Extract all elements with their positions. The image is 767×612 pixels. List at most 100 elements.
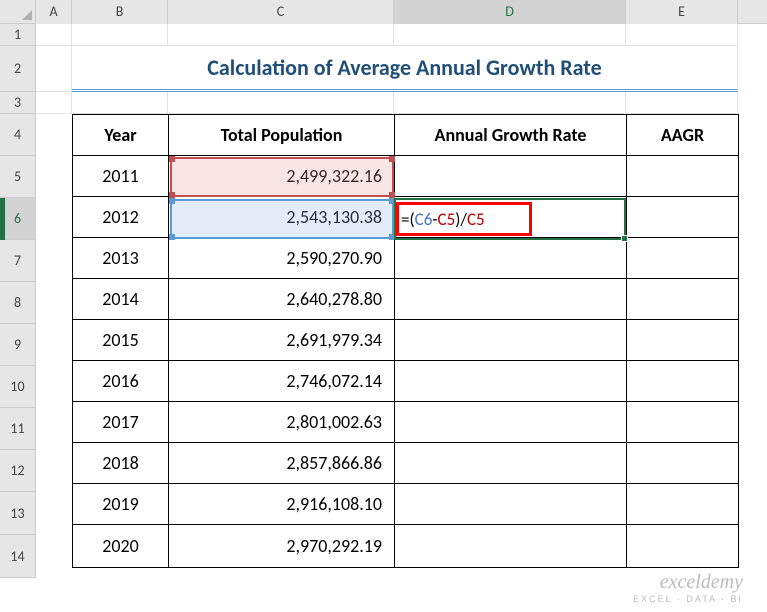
row-header-9[interactable]: 9 xyxy=(0,324,36,366)
row-header-1[interactable]: 1 xyxy=(0,24,36,46)
cell-population[interactable]: 2,970,292.19 xyxy=(169,525,395,568)
cell-growth[interactable] xyxy=(395,156,627,197)
cell-grid: Calculation of Average Annual Growth Rat… xyxy=(36,24,738,114)
row-header-10[interactable]: 10 xyxy=(0,366,36,408)
row-header-6[interactable]: 6 xyxy=(0,198,36,240)
cell-growth[interactable] xyxy=(395,361,627,402)
cell-population[interactable]: 2,590,270.90 xyxy=(169,238,395,279)
watermark: exceldemy EXCEL · DATA · BI xyxy=(633,571,743,604)
formula-ref-c5b: C5 xyxy=(467,209,485,230)
header-growth-rate[interactable]: Annual Growth Rate xyxy=(395,115,627,156)
row-header-13[interactable]: 13 xyxy=(0,492,36,535)
cell-D1[interactable] xyxy=(394,24,626,46)
col-header-C[interactable]: C xyxy=(168,0,394,24)
row-header-4[interactable]: 4 xyxy=(0,114,36,156)
row-header-8[interactable]: 8 xyxy=(0,282,36,324)
table-row: 20162,746,072.14 xyxy=(73,361,739,402)
title-cell[interactable]: Calculation of Average Annual Growth Rat… xyxy=(72,46,738,92)
formula-divide: / xyxy=(460,209,467,230)
header-year[interactable]: Year xyxy=(73,115,169,156)
cell-year[interactable]: 2012 xyxy=(73,197,169,238)
cell-C3[interactable] xyxy=(168,92,394,114)
cell-population[interactable]: 2,857,866.86 xyxy=(169,443,395,484)
row-headers: 1 2 3 4 5 6 7 8 9 10 11 12 13 14 xyxy=(0,24,36,578)
cell-B3[interactable] xyxy=(72,92,168,114)
cell-growth[interactable] xyxy=(395,238,627,279)
cell-aagr[interactable] xyxy=(627,197,739,238)
cell-aagr[interactable] xyxy=(627,402,739,443)
cell-year[interactable]: 2019 xyxy=(73,484,169,525)
cell-population[interactable]: 2,543,130.38 xyxy=(169,197,395,238)
col-header-B[interactable]: B xyxy=(72,0,168,24)
cell-year[interactable]: 2014 xyxy=(73,279,169,320)
cell-year[interactable]: 2017 xyxy=(73,402,169,443)
cell-population[interactable]: 2,801,002.63 xyxy=(169,402,395,443)
column-headers-row: A B C D E xyxy=(0,0,767,24)
cell-year[interactable]: 2011 xyxy=(73,156,169,197)
row-header-12[interactable]: 12 xyxy=(0,450,36,492)
cell-year[interactable]: 2013 xyxy=(73,238,169,279)
table-row: 20172,801,002.63 xyxy=(73,402,739,443)
cell-year[interactable]: 2015 xyxy=(73,320,169,361)
table-row: 20192,916,108.10 xyxy=(73,484,739,525)
cell-year[interactable]: 2020 xyxy=(73,525,169,568)
formula-ref-c5a: C5 xyxy=(438,209,456,230)
watermark-main: exceldemy xyxy=(633,571,743,594)
cell-population[interactable]: 2,499,322.16 xyxy=(169,156,395,197)
row-header-5[interactable]: 5 xyxy=(0,156,36,198)
table-row: 20202,970,292.19 xyxy=(73,525,739,568)
cell-aagr[interactable] xyxy=(627,525,739,568)
cell-A1[interactable] xyxy=(36,24,72,46)
cell-E1[interactable] xyxy=(626,24,738,46)
spreadsheet: A B C D E 1 2 3 4 5 6 7 8 9 10 11 12 13 … xyxy=(0,0,767,612)
cell-year[interactable]: 2016 xyxy=(73,361,169,402)
cell-growth[interactable] xyxy=(395,525,627,568)
header-aagr[interactable]: AAGR xyxy=(627,115,739,156)
cell-population[interactable]: 2,916,108.10 xyxy=(169,484,395,525)
header-population[interactable]: Total Population xyxy=(169,115,395,156)
col-header-D[interactable]: D xyxy=(394,0,626,24)
table-row: 20182,857,866.86 xyxy=(73,443,739,484)
cell-population[interactable]: 2,691,979.34 xyxy=(169,320,395,361)
table-row: 20152,691,979.34 xyxy=(73,320,739,361)
cell-growth[interactable] xyxy=(395,443,627,484)
cell-C1[interactable] xyxy=(168,24,394,46)
table-row: 20142,640,278.80 xyxy=(73,279,739,320)
cell-aagr[interactable] xyxy=(627,361,739,402)
col-header-A[interactable]: A xyxy=(36,0,72,24)
active-row-indicator xyxy=(0,198,5,240)
cell-growth[interactable] xyxy=(395,320,627,361)
col-header-E[interactable]: E xyxy=(626,0,738,24)
cell-aagr[interactable] xyxy=(627,238,739,279)
data-table: Year Total Population Annual Growth Rate… xyxy=(72,114,739,568)
cell-population[interactable]: 2,746,072.14 xyxy=(169,361,395,402)
cell-year[interactable]: 2018 xyxy=(73,443,169,484)
row-header-3[interactable]: 3 xyxy=(0,92,36,114)
cell-population[interactable]: 2,640,278.80 xyxy=(169,279,395,320)
table-row: 20132,590,270.90 xyxy=(73,238,739,279)
cell-aagr[interactable] xyxy=(627,279,739,320)
cell-aagr[interactable] xyxy=(627,320,739,361)
table-header-row: Year Total Population Annual Growth Rate… xyxy=(73,115,739,156)
cell-growth[interactable] xyxy=(395,484,627,525)
row-header-7[interactable]: 7 xyxy=(0,240,36,282)
cell-A2[interactable] xyxy=(36,46,72,92)
cell-E3[interactable] xyxy=(626,92,738,114)
formula-ref-c6: C6 xyxy=(415,209,433,230)
table-row: 20112,499,322.16 xyxy=(73,156,739,197)
watermark-sub: EXCEL · DATA · BI xyxy=(633,594,743,604)
cell-growth[interactable] xyxy=(395,402,627,443)
cell-aagr[interactable] xyxy=(627,443,739,484)
row-header-14[interactable]: 14 xyxy=(0,535,36,578)
cell-B1[interactable] xyxy=(72,24,168,46)
cell-D3[interactable] xyxy=(394,92,626,114)
row-header-2[interactable]: 2 xyxy=(0,46,36,92)
formula-edit-box[interactable]: =(C6-C5)/C5 xyxy=(396,202,532,236)
cell-A3[interactable] xyxy=(36,92,72,114)
select-all-corner[interactable] xyxy=(0,0,36,24)
cell-growth[interactable] xyxy=(395,279,627,320)
cell-aagr[interactable] xyxy=(627,484,739,525)
row-header-11[interactable]: 11 xyxy=(0,408,36,450)
cell-aagr[interactable] xyxy=(627,156,739,197)
formula-equals: = xyxy=(401,209,409,230)
